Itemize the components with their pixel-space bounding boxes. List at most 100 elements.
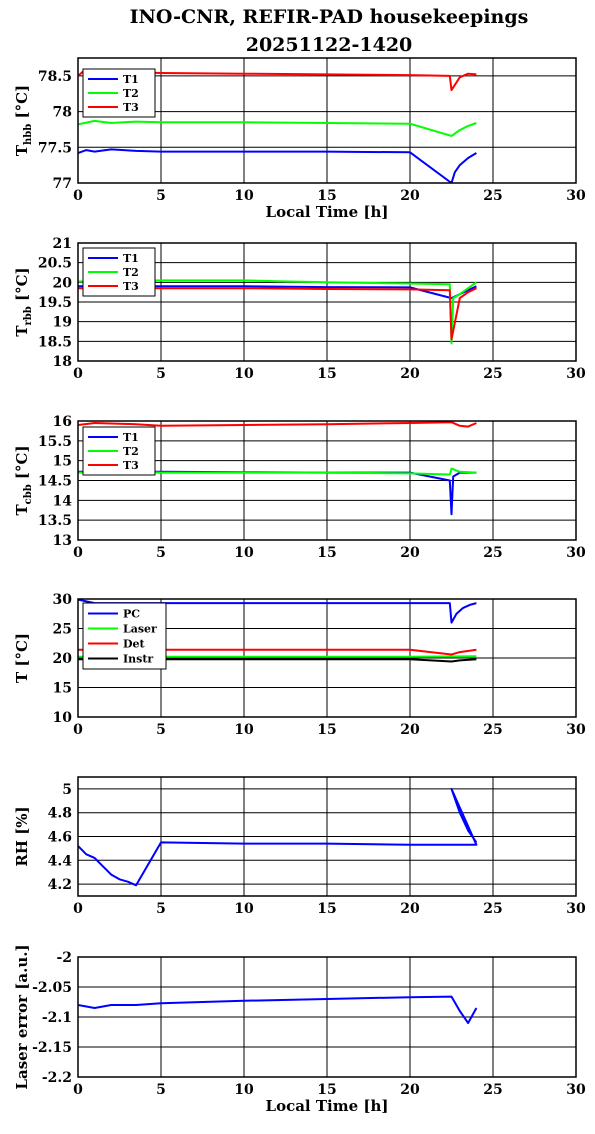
y-tick-label: -2.2	[42, 1070, 72, 1086]
y-tick-label: 5	[62, 782, 72, 798]
y-tick-label: 14.5	[38, 474, 72, 490]
series-line-t1	[78, 285, 477, 300]
chart-panel-1: 0 5 10 15 20 25 30 77 77.5 78 78.5 Local Time [h] Th…	[13, 57, 586, 221]
x-tick-label: 20	[400, 901, 420, 917]
x-tick-label: 15	[317, 545, 336, 561]
y-tick-label: 13.5	[38, 513, 72, 529]
series-group	[78, 279, 477, 345]
x-tick-label: 5	[156, 722, 166, 738]
x-tick-label: 0	[73, 901, 83, 917]
y-tick-label: 15	[53, 681, 72, 697]
legend-label: T2	[123, 87, 139, 100]
x-tick-label: 0	[73, 722, 83, 738]
y-tick-label: 77	[53, 176, 72, 192]
legend-label: T2	[123, 445, 139, 458]
series-line-instr	[78, 658, 477, 663]
legend-label: T1	[123, 73, 139, 86]
y-tick-label: -2.05	[32, 980, 72, 996]
y-tick-label: 13	[53, 533, 72, 549]
x-tick-label: 25	[483, 901, 502, 917]
series-group	[78, 995, 478, 1024]
x-tick-label: 5	[156, 366, 166, 382]
x-tick-label: 5	[156, 545, 166, 561]
y-tick-label: -2.15	[32, 1040, 72, 1056]
x-tick-label: 10	[234, 722, 254, 738]
x-tick-label: 20	[400, 545, 420, 561]
x-tick-label: 25	[483, 722, 502, 738]
chart-panel-4: 0 5 10 15 20 25 30 10 15 20 25 30 T [°C] PC Laser Det In…	[13, 592, 586, 738]
figure-title-line1: INO-CNR, REFIR-PAD housekeepings	[130, 6, 529, 28]
legend-label: T2	[123, 266, 139, 279]
x-tick-label: 20	[400, 366, 420, 382]
x-tick-label: 5	[156, 901, 166, 917]
x-tick-label: 25	[483, 188, 502, 204]
y-tick-label: 77.5	[38, 140, 72, 156]
chart-panel-3: 0 5 10 15 20 25 30 13 13.5 14 14.5 15 15.5 16 Tcbb [°C…	[13, 414, 586, 561]
series-line-t1	[78, 148, 477, 183]
x-tick-label: 20	[400, 1082, 420, 1098]
x-tick-label: 25	[483, 1082, 502, 1098]
x-tick-label: 15	[317, 722, 336, 738]
legend-label: Det	[123, 638, 146, 651]
series-group	[78, 787, 478, 887]
series-line-t2	[78, 279, 477, 345]
series-line-1	[78, 995, 478, 1024]
x-tick-label: 30	[566, 545, 586, 561]
y-tick-label: 25	[53, 622, 72, 638]
y-tick-label: 15.5	[38, 434, 72, 450]
x-tick-label: 30	[566, 366, 586, 382]
x-tick-label: 0	[73, 188, 83, 204]
x-tick-label: 10	[234, 1082, 254, 1098]
y-tick-label: 19.5	[38, 295, 72, 311]
y-tick-label: 10	[53, 710, 73, 726]
y-tick-label: 21	[53, 236, 72, 252]
x-tick-label: 5	[156, 1082, 166, 1098]
y-tick-label: 14	[53, 493, 73, 509]
figure-title-line2: 20251122-1420	[246, 34, 413, 56]
x-tick-label: 15	[317, 1082, 336, 1098]
y-tick-label: 78.5	[38, 69, 72, 85]
series-line-t2	[78, 119, 477, 137]
x-tick-label: 15	[317, 366, 336, 382]
series-line-t1	[78, 470, 477, 516]
x-tick-label: 5	[156, 188, 166, 204]
x-tick-label: 10	[234, 366, 254, 382]
charts-container: 0 5 10 15 20 25 30 77 77.5 78 78.5 Local Time [h] Th…	[13, 57, 586, 1115]
chart-panel-2: 0 5 10 15 20 25 30 18 18.5 19 19.5 20 20.5 21 Trbb [°C…	[13, 236, 586, 382]
legend-label: T3	[123, 280, 139, 293]
y-tick-label: 20	[53, 275, 73, 291]
x-tick-label: 0	[73, 1082, 83, 1098]
x-tick-label: 10	[234, 188, 254, 204]
series-line-t3	[78, 421, 477, 428]
y-tick-label: 19	[53, 315, 72, 331]
x-tick-label: 0	[73, 545, 83, 561]
x-tick-label: 30	[566, 722, 586, 738]
y-axis-title: RH [%]	[13, 806, 31, 866]
x-tick-label: 10	[234, 545, 254, 561]
legend-label: Instr	[123, 653, 153, 666]
y-axis-title: Tcbb [°C]	[13, 445, 34, 515]
series-line-t3	[78, 287, 477, 341]
x-tick-label: 25	[483, 545, 502, 561]
y-axis-title: Trbb [°C]	[13, 267, 34, 336]
y-tick-label: 18	[53, 354, 72, 370]
y-tick-label: 20.5	[38, 256, 72, 272]
y-tick-label: 18.5	[38, 334, 72, 350]
x-tick-label: 15	[317, 901, 336, 917]
y-tick-label: 78	[53, 105, 72, 121]
y-tick-label: 20	[53, 651, 73, 667]
chart-panel-6: 0 5 10 15 20 25 30 -2.2 -2.15 -2.1 -2.05 -2 Local Ti…	[13, 944, 586, 1115]
y-tick-label: 16	[53, 414, 72, 430]
y-axis-title: T [°C]	[13, 633, 31, 683]
series-line-1	[78, 787, 478, 887]
chart-panel-5: 0 5 10 15 20 25 30 4.2 4.4 4.6 4.8 5 RH [%]	[13, 776, 586, 917]
x-tick-label: 15	[317, 188, 336, 204]
legend-label: T1	[123, 252, 139, 265]
x-axis-title: Local Time [h]	[266, 1097, 389, 1115]
x-axis-title: Local Time [h]	[266, 203, 389, 221]
y-tick-label: -2	[56, 950, 72, 966]
legend-label: T3	[123, 459, 139, 472]
